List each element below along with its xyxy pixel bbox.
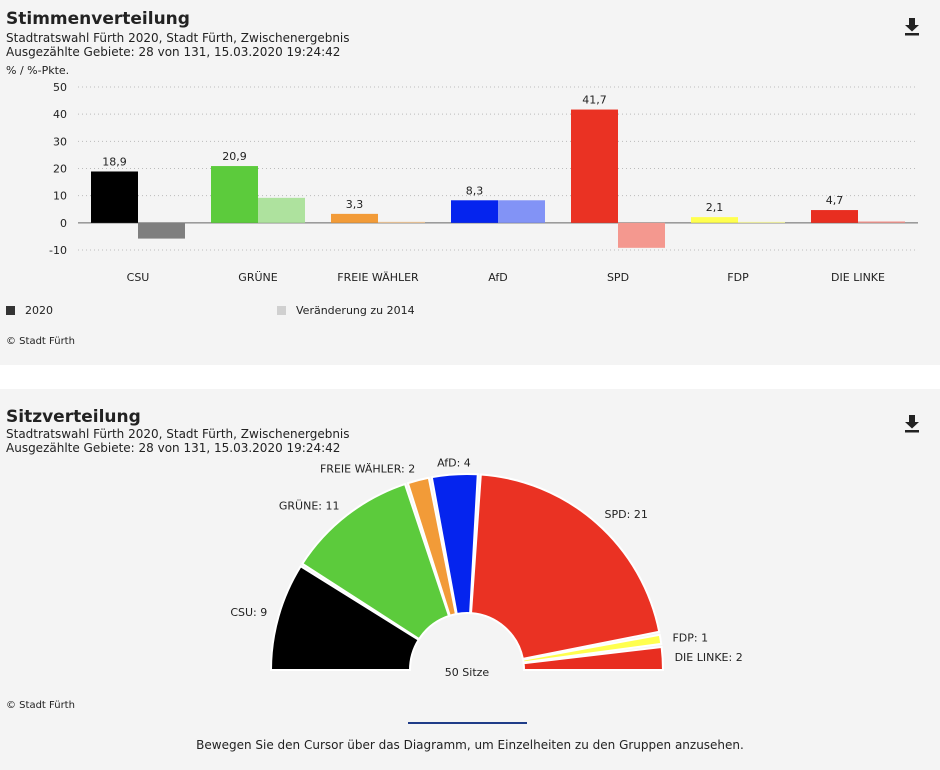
legend-swatch-2020 [6, 306, 15, 315]
x-tick-label-die-linke: DIE LINKE [831, 271, 885, 284]
seat-label-afd: AfD: 4 [437, 456, 471, 469]
seat-segment-die-linke [522, 645, 665, 671]
votes-title: Stimmenverteilung [6, 9, 190, 29]
y-tick-label: 10 [53, 190, 67, 203]
seat-segment-gruene [300, 482, 451, 641]
votes-panel: Stimmenverteilung Stadtratswahl Fürth 20… [0, 0, 940, 365]
legend-item-2020[interactable]: 2020 [6, 304, 53, 317]
seat-segment-csu [269, 564, 421, 671]
seat-label-fdp: FDP: 1 [672, 631, 708, 644]
seat-label-freie-waehler: FREIE WÄHLER: 2 [320, 463, 415, 476]
x-tick-label-afd: AfD [488, 271, 507, 284]
bar-change-afd [498, 200, 545, 223]
y-tick-label: 20 [53, 163, 67, 176]
y-tick-label: 0 [60, 217, 67, 230]
bar-change-spd [618, 222, 665, 248]
seat-label-gruene: GRÜNE: 11 [279, 500, 340, 513]
legend-swatch-change [277, 306, 286, 315]
votes-subtitle-2: Ausgezählte Gebiete: 28 von 131, 15.03.2… [6, 45, 341, 59]
y-tick-label: -10 [49, 244, 67, 257]
data-label-spd: 41,7 [582, 94, 607, 107]
seat-segment-spd [469, 473, 661, 661]
legend-item-change[interactable]: Veränderung zu 2014 [277, 304, 415, 317]
download-icon-glyph [905, 415, 919, 433]
data-label-gruene: 20,9 [222, 150, 247, 163]
x-tick-label-freie-waehler: FREIE WÄHLER [337, 271, 419, 284]
seat-label-spd: SPD: 21 [605, 508, 648, 521]
bar-2020-die-linke [811, 210, 858, 223]
data-label-afd: 8,3 [466, 184, 484, 197]
hover-hint: Bewegen Sie den Cursor über das Diagramm… [196, 738, 744, 752]
seat-label-csu: CSU: 9 [230, 606, 267, 619]
votes-credit: © Stadt Fürth [6, 336, 75, 347]
seats-credit: © Stadt Fürth [6, 700, 75, 711]
panel-gap [0, 365, 940, 389]
bar-change-die-linke [858, 221, 905, 223]
y-tick-label: 50 [53, 81, 67, 94]
bar-2020-freie-waehler [331, 213, 378, 223]
y-tick-label: 40 [53, 108, 67, 121]
download-icon-glyph [905, 18, 919, 36]
bar-change-gruene [258, 197, 305, 223]
x-tick-label-fdp: FDP [727, 271, 749, 284]
x-tick-label-gruene: GRÜNE [238, 271, 277, 284]
seats-subtitle-1: Stadtratswahl Fürth 2020, Stadt Fürth, Z… [6, 427, 350, 441]
legend-label-change: Veränderung zu 2014 [296, 304, 415, 317]
download-icon[interactable] [902, 16, 922, 36]
bar-change-freie-waehler [378, 221, 425, 223]
bar-change-csu [138, 222, 185, 239]
bar-chart[interactable]: -10 0 10 20 30 40 50 18,9 CSU 20,9 GRÜNE 3,3 FREIE W… [0, 0, 940, 300]
bar-2020-fdp [691, 217, 738, 223]
data-label-freie-waehler: 3,3 [346, 198, 364, 211]
hint-divider [408, 722, 527, 724]
seat-label-die-linke: DIE LINKE: 2 [675, 651, 743, 664]
bar-2020-spd [571, 109, 618, 223]
download-icon[interactable] [902, 413, 922, 433]
data-label-fdp: 2,1 [706, 201, 724, 214]
data-label-die-linke: 4,7 [826, 194, 844, 207]
seat-chart[interactable]: CSU: 9 GRÜNE: 11 FREIE WÄHLER: 2 AfD: 4 SPD:… [0, 389, 940, 689]
x-tick-label-spd: SPD [607, 271, 629, 284]
bar-change-fdp [738, 221, 785, 223]
bar-2020-csu [91, 171, 138, 223]
votes-subtitle-1: Stadtratswahl Fürth 2020, Stadt Fürth, Z… [6, 31, 350, 45]
data-label-csu: 18,9 [102, 155, 127, 168]
seats-title: Sitzverteilung [6, 407, 141, 427]
total-seats-label: 50 Sitze [445, 666, 490, 679]
bar-2020-gruene [211, 166, 258, 223]
y-axis-unit: % / %-Pkte. [6, 64, 70, 77]
seats-panel: Sitzverteilung Stadtratswahl Fürth 2020,… [0, 389, 940, 770]
bar-2020-afd [451, 200, 498, 223]
x-tick-label-csu: CSU [127, 271, 150, 284]
legend-label-2020: 2020 [25, 304, 53, 317]
seats-subtitle-2: Ausgezählte Gebiete: 28 von 131, 15.03.2… [6, 441, 341, 455]
y-tick-label: 30 [53, 135, 67, 148]
